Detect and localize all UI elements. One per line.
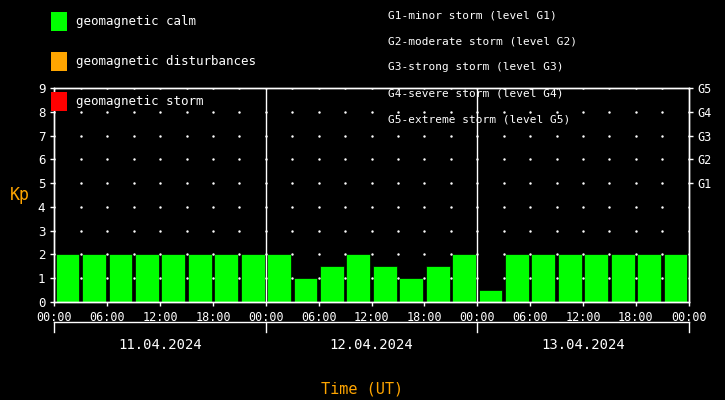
Text: G1-minor storm (level G1): G1-minor storm (level G1) bbox=[388, 10, 557, 20]
Text: Kp: Kp bbox=[9, 186, 30, 204]
Bar bbox=[373, 266, 397, 302]
Bar bbox=[267, 254, 291, 302]
Text: G5-extreme storm (level G5): G5-extreme storm (level G5) bbox=[388, 114, 570, 124]
Bar bbox=[135, 254, 159, 302]
Bar bbox=[320, 266, 344, 302]
Text: G4-severe storm (level G4): G4-severe storm (level G4) bbox=[388, 88, 563, 98]
Bar bbox=[294, 278, 318, 302]
Bar bbox=[82, 254, 106, 302]
Bar bbox=[558, 254, 581, 302]
Text: 11.04.2024: 11.04.2024 bbox=[118, 338, 202, 352]
Bar bbox=[505, 254, 529, 302]
Bar bbox=[241, 254, 265, 302]
Bar bbox=[478, 290, 502, 302]
Text: 12.04.2024: 12.04.2024 bbox=[330, 338, 413, 352]
Bar bbox=[56, 254, 80, 302]
Bar bbox=[584, 254, 608, 302]
Bar bbox=[215, 254, 238, 302]
Bar bbox=[109, 254, 133, 302]
Bar bbox=[426, 266, 450, 302]
Bar bbox=[188, 254, 212, 302]
Text: G2-moderate storm (level G2): G2-moderate storm (level G2) bbox=[388, 36, 577, 46]
Bar bbox=[162, 254, 185, 302]
Bar bbox=[347, 254, 370, 302]
Bar bbox=[531, 254, 555, 302]
Bar bbox=[663, 254, 687, 302]
Text: 13.04.2024: 13.04.2024 bbox=[541, 338, 625, 352]
Bar bbox=[452, 254, 476, 302]
Bar bbox=[637, 254, 661, 302]
Bar bbox=[610, 254, 634, 302]
Text: G3-strong storm (level G3): G3-strong storm (level G3) bbox=[388, 62, 563, 72]
Text: geomagnetic disturbances: geomagnetic disturbances bbox=[76, 55, 256, 68]
Text: Time (UT): Time (UT) bbox=[321, 381, 404, 396]
Text: geomagnetic calm: geomagnetic calm bbox=[76, 15, 196, 28]
Text: geomagnetic storm: geomagnetic storm bbox=[76, 95, 204, 108]
Bar bbox=[399, 278, 423, 302]
